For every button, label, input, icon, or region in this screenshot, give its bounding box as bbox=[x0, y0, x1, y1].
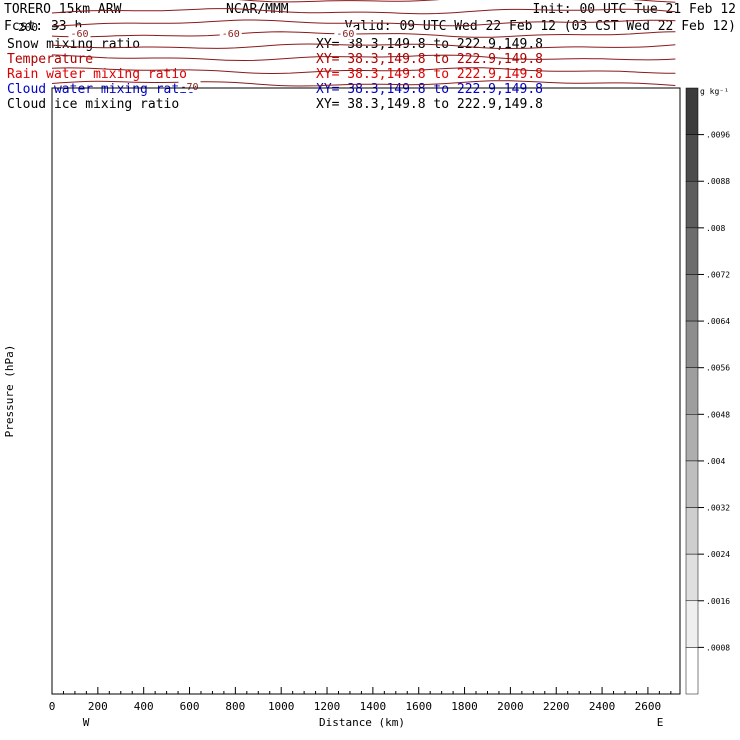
x-tick-label: 600 bbox=[180, 700, 200, 713]
isotherm-line bbox=[51, 19, 676, 27]
east-label: E bbox=[657, 716, 664, 729]
isotherm-line bbox=[51, 80, 676, 87]
forecast-hour: Fcst: 33 h bbox=[4, 19, 82, 34]
field-xy: XY= 38.3,149.8 to 222.9,149.8 bbox=[316, 52, 543, 67]
colorbar-swatch bbox=[685, 180, 699, 229]
field-name: Cloud ice mixing ratio bbox=[7, 97, 179, 112]
x-tick-label: 1000 bbox=[268, 700, 295, 713]
field-name: Temperature bbox=[7, 52, 93, 67]
colorbar-label: .0072 bbox=[706, 270, 730, 279]
isotherm-line bbox=[51, 8, 676, 15]
colorbar-label: .0016 bbox=[706, 597, 730, 606]
isotherm-label-bg bbox=[178, 80, 201, 93]
colorbar-label: .008 bbox=[706, 224, 725, 233]
y-axis-label: Pressure (hPa) bbox=[3, 345, 16, 438]
colorbar-swatch bbox=[685, 227, 699, 275]
isotherm-label-bg bbox=[219, 27, 242, 40]
field-xy: XY= 38.3,149.8 to 222.9,149.8 bbox=[316, 97, 543, 112]
colorbar-label: .0064 bbox=[706, 317, 730, 326]
colorbar-label: .0096 bbox=[706, 131, 730, 140]
valid-time: Valid: 09 UTC Wed 22 Feb 12 (03 CST Wed … bbox=[345, 19, 736, 34]
axis-ticks: 0 200 400 600 800 1000 1200 1400 1600 1800 2000 220… bbox=[18, 21, 672, 713]
field-name: Rain water mixing ratio bbox=[7, 67, 187, 82]
colorbar-unit: g kg⁻¹ bbox=[700, 87, 729, 96]
colorbar-swatch bbox=[685, 87, 699, 135]
colorbar-swatch bbox=[685, 460, 699, 508]
x-tick-label: 1400 bbox=[360, 700, 387, 713]
x-tick-label: 1600 bbox=[405, 700, 432, 713]
x-tick-label: 0 bbox=[49, 700, 56, 713]
temperature-contours bbox=[51, 0, 676, 87]
isotherm-line bbox=[51, 54, 676, 62]
colorbar-label: .0048 bbox=[706, 410, 730, 419]
x-tick-label: 800 bbox=[225, 700, 245, 713]
isotherm-label: -60 bbox=[222, 29, 240, 40]
colorbar-swatch bbox=[685, 647, 699, 695]
y-tick-label: 200 bbox=[18, 21, 38, 34]
x-tick-label: 2200 bbox=[543, 700, 570, 713]
colorbar-swatch bbox=[685, 274, 699, 322]
isotherm-label: -60 bbox=[336, 29, 354, 40]
colorbar-label: .0008 bbox=[706, 643, 730, 652]
x-tick-label: 400 bbox=[134, 700, 154, 713]
x-tick-label: 1200 bbox=[314, 700, 341, 713]
colorbar-label: .0056 bbox=[706, 364, 730, 373]
isotherm-label-bg bbox=[68, 27, 91, 40]
colorbar-label: .0088 bbox=[706, 177, 730, 186]
isotherm-line bbox=[51, 67, 676, 75]
x-tick-label: 1800 bbox=[451, 700, 478, 713]
colorbar-swatch bbox=[685, 320, 699, 368]
field-name: Cloud water mixing ratio bbox=[7, 82, 195, 97]
x-tick-label: 2400 bbox=[589, 700, 616, 713]
isotherm-label-bg bbox=[334, 27, 357, 40]
colorbar-swatch bbox=[685, 600, 699, 648]
field-legend: Snow mixing ratio XY= 38.3,149.8 to 222.9… bbox=[7, 37, 543, 112]
colorbar-label: .0032 bbox=[706, 504, 730, 513]
isotherm-line bbox=[237, 0, 676, 3]
colorbar-swatch bbox=[685, 414, 699, 462]
colorbar-swatch bbox=[685, 367, 699, 415]
plot-frame bbox=[51, 87, 681, 695]
model-title: TORERO 15km ARW bbox=[4, 2, 122, 17]
isotherm-line bbox=[51, 31, 676, 38]
colorbar-label: .0024 bbox=[706, 550, 730, 559]
colorbar-swatch bbox=[685, 134, 699, 182]
field-name: Snow mixing ratio bbox=[7, 37, 140, 52]
x-tick-label: 2000 bbox=[497, 700, 524, 713]
x-axis-label: Distance (km) bbox=[319, 716, 405, 729]
colorbar-swatch bbox=[685, 553, 699, 602]
colorbar-label: .004 bbox=[706, 457, 725, 466]
isotherm-line bbox=[51, 43, 676, 49]
x-tick-label: 2600 bbox=[635, 700, 662, 713]
isotherm-label: -60 bbox=[70, 29, 88, 40]
color-bar: .0096 .0088 .008 .0072 .0064 .0056 .0048 .004 .0… bbox=[685, 87, 730, 695]
colorbar-swatch bbox=[685, 507, 699, 555]
west-label: W bbox=[83, 716, 90, 729]
field-xy: XY= 38.3,149.8 to 222.9,149.8 bbox=[316, 82, 543, 97]
x-tick-label: 200 bbox=[88, 700, 108, 713]
